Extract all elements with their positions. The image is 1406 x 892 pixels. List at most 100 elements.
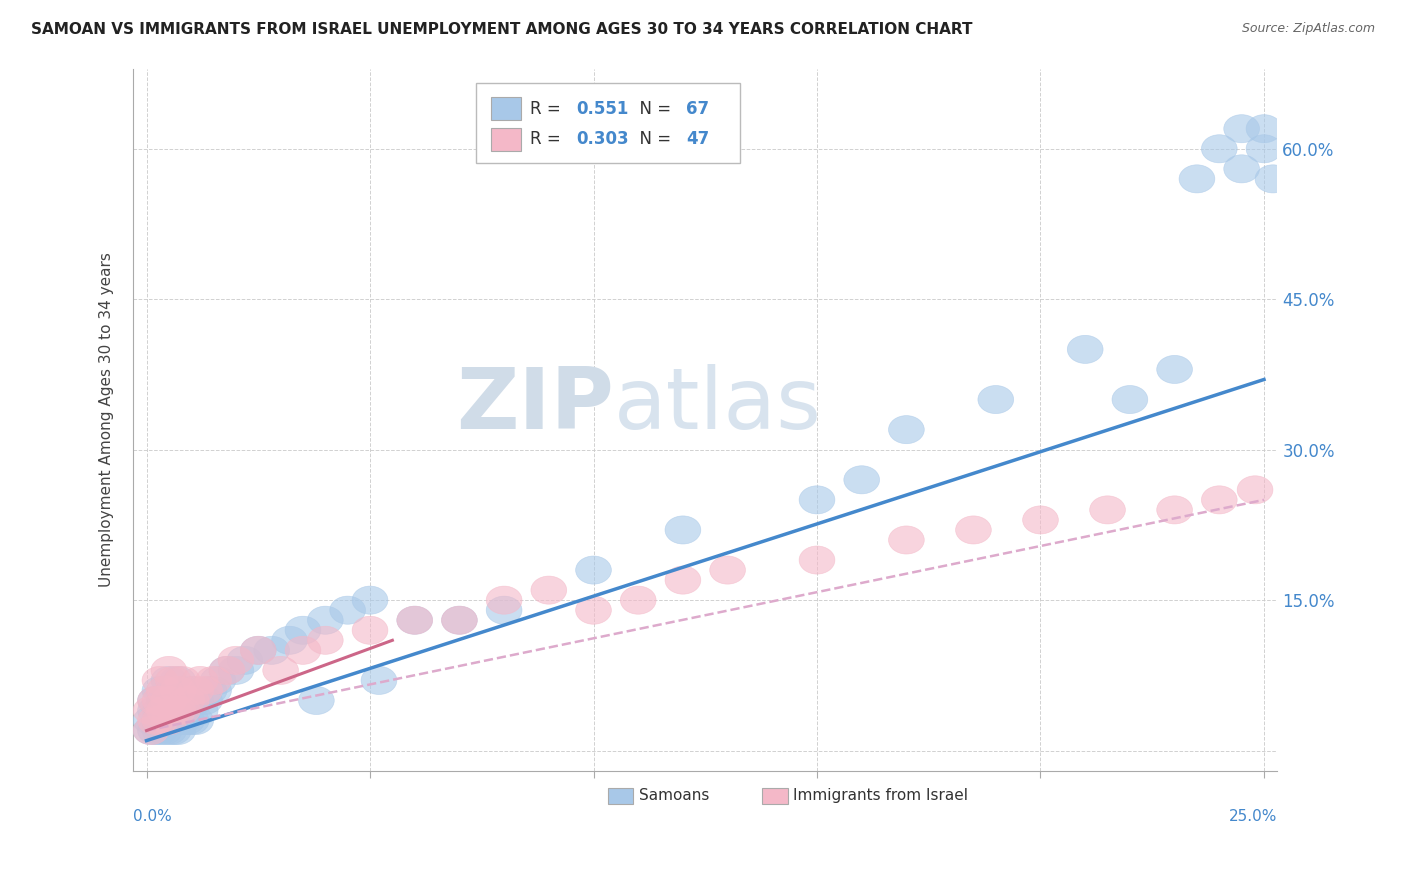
Ellipse shape <box>187 676 222 705</box>
Text: N =: N = <box>628 100 676 118</box>
Text: ZIP: ZIP <box>456 364 613 447</box>
Ellipse shape <box>146 676 183 705</box>
Ellipse shape <box>177 706 214 735</box>
Text: N =: N = <box>628 130 676 148</box>
Ellipse shape <box>209 657 245 684</box>
Text: Source: ZipAtlas.com: Source: ZipAtlas.com <box>1241 22 1375 36</box>
Ellipse shape <box>1157 355 1192 384</box>
Text: 67: 67 <box>686 100 709 118</box>
Ellipse shape <box>150 716 187 745</box>
Ellipse shape <box>308 626 343 655</box>
Ellipse shape <box>486 586 522 615</box>
Ellipse shape <box>150 706 187 735</box>
Text: 0.551: 0.551 <box>576 100 628 118</box>
Ellipse shape <box>1237 475 1272 504</box>
Ellipse shape <box>138 687 173 714</box>
Ellipse shape <box>173 706 209 735</box>
Ellipse shape <box>150 657 187 684</box>
Ellipse shape <box>150 706 187 735</box>
Ellipse shape <box>1022 506 1059 534</box>
Ellipse shape <box>441 607 477 634</box>
Ellipse shape <box>979 385 1014 414</box>
Ellipse shape <box>169 687 205 714</box>
Ellipse shape <box>298 687 335 714</box>
Ellipse shape <box>160 706 195 735</box>
Ellipse shape <box>285 616 321 644</box>
Ellipse shape <box>169 706 205 735</box>
Ellipse shape <box>1246 135 1282 163</box>
Ellipse shape <box>165 666 200 695</box>
Ellipse shape <box>200 666 236 695</box>
Ellipse shape <box>160 697 195 724</box>
Ellipse shape <box>486 596 522 624</box>
Ellipse shape <box>226 647 263 674</box>
Ellipse shape <box>142 676 177 705</box>
Ellipse shape <box>160 687 195 714</box>
Ellipse shape <box>150 666 187 695</box>
Ellipse shape <box>575 596 612 624</box>
Ellipse shape <box>177 687 214 714</box>
Ellipse shape <box>209 657 245 684</box>
Ellipse shape <box>218 647 254 674</box>
Ellipse shape <box>1112 385 1147 414</box>
Ellipse shape <box>1201 486 1237 514</box>
Ellipse shape <box>1201 135 1237 163</box>
Ellipse shape <box>195 676 232 705</box>
Text: 25.0%: 25.0% <box>1229 809 1278 824</box>
FancyBboxPatch shape <box>477 83 740 163</box>
Text: Samoans: Samoans <box>638 789 709 804</box>
Ellipse shape <box>138 706 173 735</box>
Text: SAMOAN VS IMMIGRANTS FROM ISRAEL UNEMPLOYMENT AMONG AGES 30 TO 34 YEARS CORRELAT: SAMOAN VS IMMIGRANTS FROM ISRAEL UNEMPLO… <box>31 22 973 37</box>
Ellipse shape <box>308 607 343 634</box>
Ellipse shape <box>240 636 276 665</box>
Ellipse shape <box>531 576 567 604</box>
Ellipse shape <box>575 556 612 584</box>
Ellipse shape <box>142 706 177 735</box>
Ellipse shape <box>844 466 880 494</box>
Ellipse shape <box>195 666 232 695</box>
Text: R =: R = <box>530 100 567 118</box>
Ellipse shape <box>218 657 254 684</box>
Ellipse shape <box>160 716 195 745</box>
Ellipse shape <box>799 546 835 574</box>
Ellipse shape <box>187 687 222 714</box>
Ellipse shape <box>160 676 195 705</box>
Ellipse shape <box>1067 335 1104 363</box>
Ellipse shape <box>146 697 183 724</box>
Ellipse shape <box>156 666 191 695</box>
Ellipse shape <box>142 706 177 735</box>
FancyBboxPatch shape <box>762 789 787 804</box>
Ellipse shape <box>165 676 200 705</box>
Ellipse shape <box>710 556 745 584</box>
Ellipse shape <box>1246 115 1282 143</box>
Ellipse shape <box>134 697 169 724</box>
Ellipse shape <box>620 586 657 615</box>
FancyBboxPatch shape <box>607 789 633 804</box>
Ellipse shape <box>191 676 226 705</box>
Ellipse shape <box>146 687 183 714</box>
FancyBboxPatch shape <box>491 128 522 151</box>
Ellipse shape <box>146 716 183 745</box>
Ellipse shape <box>156 676 191 705</box>
Text: Immigrants from Israel: Immigrants from Israel <box>793 789 969 804</box>
Ellipse shape <box>138 716 173 745</box>
Ellipse shape <box>142 666 177 695</box>
Ellipse shape <box>889 526 924 554</box>
Ellipse shape <box>134 716 169 745</box>
Y-axis label: Unemployment Among Ages 30 to 34 years: Unemployment Among Ages 30 to 34 years <box>100 252 114 587</box>
Ellipse shape <box>396 607 433 634</box>
FancyBboxPatch shape <box>491 97 522 120</box>
Ellipse shape <box>160 666 195 695</box>
Ellipse shape <box>1090 496 1125 524</box>
Ellipse shape <box>254 636 290 665</box>
Ellipse shape <box>138 697 173 724</box>
Text: atlas: atlas <box>613 364 821 447</box>
Ellipse shape <box>330 596 366 624</box>
Ellipse shape <box>183 666 218 695</box>
Ellipse shape <box>173 676 209 705</box>
Ellipse shape <box>156 697 191 724</box>
Ellipse shape <box>142 697 177 724</box>
Ellipse shape <box>361 666 396 695</box>
Ellipse shape <box>1223 115 1260 143</box>
Ellipse shape <box>396 607 433 634</box>
